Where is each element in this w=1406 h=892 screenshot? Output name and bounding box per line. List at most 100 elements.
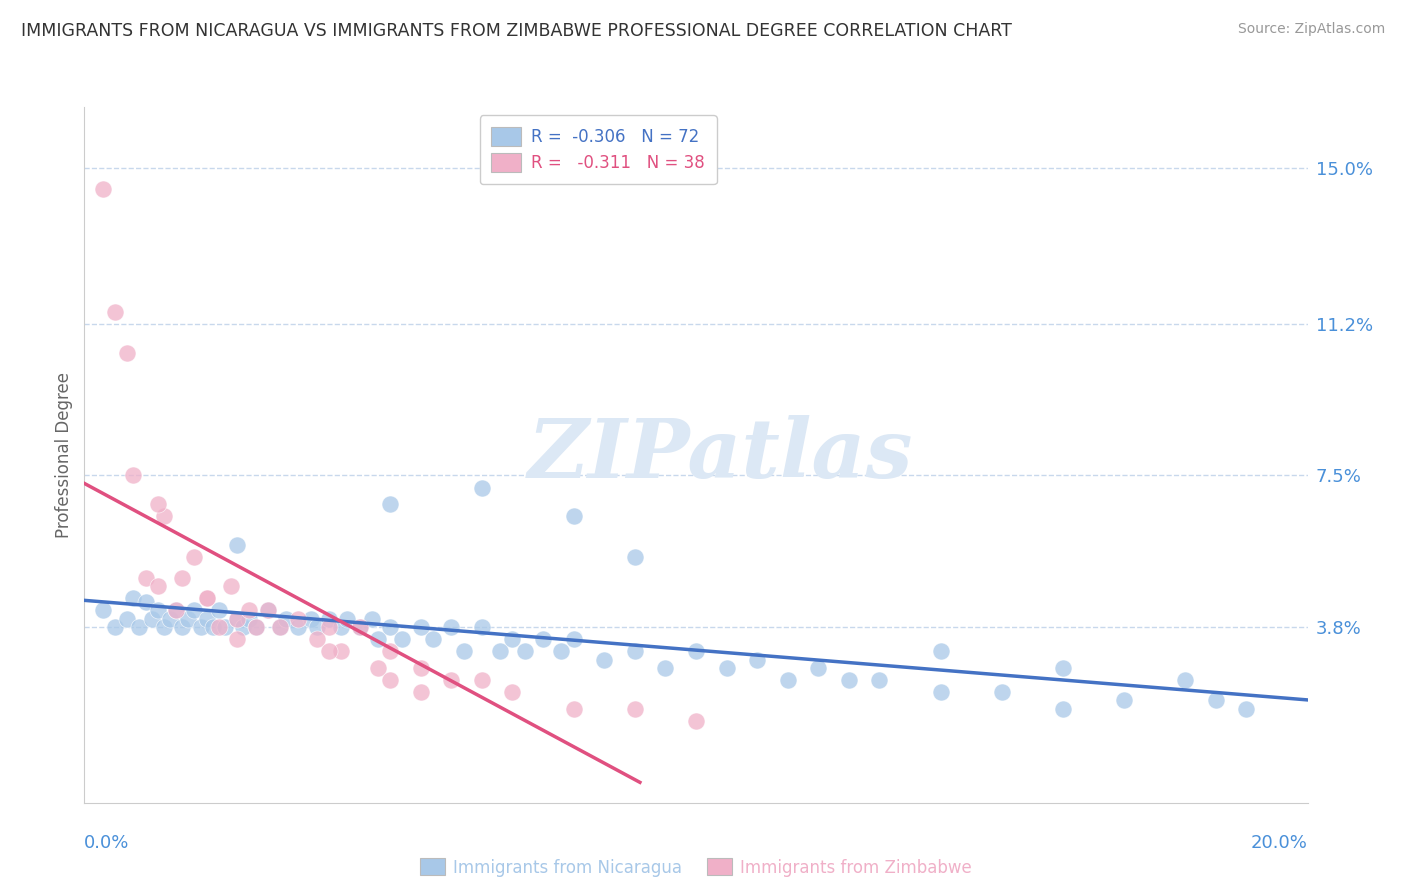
Point: [380, 497, 402, 511]
Point: [471, 673, 494, 687]
Point: [159, 612, 181, 626]
Point: [624, 550, 647, 565]
Point: [201, 620, 224, 634]
Point: [269, 620, 291, 634]
Point: [135, 571, 157, 585]
Point: [1205, 693, 1227, 707]
Point: [380, 644, 402, 658]
Point: [513, 644, 536, 658]
Point: [208, 620, 231, 634]
Point: [172, 620, 194, 634]
Point: [135, 595, 157, 609]
Point: [391, 632, 413, 646]
Point: [122, 468, 145, 483]
Point: [991, 685, 1014, 699]
Point: [716, 661, 738, 675]
Point: [838, 673, 860, 687]
Point: [367, 661, 389, 675]
Point: [562, 509, 585, 524]
Point: [1114, 693, 1136, 707]
Point: [183, 603, 205, 617]
Point: [219, 579, 242, 593]
Text: 0.0%: 0.0%: [84, 834, 129, 852]
Point: [550, 644, 572, 658]
Point: [929, 644, 952, 658]
Point: [531, 632, 554, 646]
Point: [318, 620, 340, 634]
Point: [305, 620, 328, 634]
Point: [440, 620, 463, 634]
Point: [654, 661, 676, 675]
Point: [153, 509, 176, 524]
Point: [226, 612, 249, 626]
Point: [776, 673, 799, 687]
Point: [269, 620, 291, 634]
Point: [422, 632, 444, 646]
Point: [232, 620, 254, 634]
Point: [195, 591, 218, 606]
Point: [409, 620, 432, 634]
Point: [1052, 701, 1074, 715]
Point: [257, 603, 280, 617]
Point: [593, 652, 616, 666]
Point: [245, 620, 267, 634]
Point: [747, 652, 769, 666]
Point: [183, 550, 205, 565]
Point: [929, 685, 952, 699]
Point: [409, 661, 432, 675]
Point: [115, 612, 138, 626]
Point: [471, 620, 494, 634]
Point: [208, 603, 231, 617]
Point: [807, 661, 830, 675]
Point: [318, 644, 340, 658]
Point: [115, 345, 138, 359]
Text: Source: ZipAtlas.com: Source: ZipAtlas.com: [1237, 22, 1385, 37]
Point: [562, 632, 585, 646]
Point: [453, 644, 475, 658]
Point: [153, 620, 176, 634]
Point: [318, 612, 340, 626]
Point: [330, 644, 353, 658]
Point: [276, 612, 298, 626]
Y-axis label: Professional Degree: Professional Degree: [55, 372, 73, 538]
Point: [104, 304, 127, 318]
Point: [409, 685, 432, 699]
Legend: Immigrants from Nicaragua, Immigrants from Zimbabwe: Immigrants from Nicaragua, Immigrants fr…: [412, 850, 980, 885]
Point: [226, 612, 249, 626]
Point: [380, 673, 402, 687]
Point: [685, 644, 707, 658]
Point: [146, 579, 169, 593]
Point: [1236, 701, 1258, 715]
Point: [440, 673, 463, 687]
Point: [165, 603, 187, 617]
Text: 20.0%: 20.0%: [1251, 834, 1308, 852]
Point: [367, 632, 389, 646]
Point: [360, 612, 382, 626]
Point: [245, 620, 267, 634]
Point: [190, 620, 212, 634]
Point: [238, 612, 260, 626]
Text: ZIPatlas: ZIPatlas: [527, 415, 912, 495]
Point: [146, 603, 169, 617]
Point: [141, 612, 163, 626]
Point: [336, 612, 359, 626]
Point: [1174, 673, 1197, 687]
Point: [471, 481, 494, 495]
Point: [287, 612, 309, 626]
Point: [624, 644, 647, 658]
Point: [380, 620, 402, 634]
Point: [104, 620, 127, 634]
Point: [562, 701, 585, 715]
Point: [214, 620, 236, 634]
Point: [226, 632, 249, 646]
Point: [869, 673, 891, 687]
Point: [624, 701, 647, 715]
Text: IMMIGRANTS FROM NICARAGUA VS IMMIGRANTS FROM ZIMBABWE PROFESSIONAL DEGREE CORREL: IMMIGRANTS FROM NICARAGUA VS IMMIGRANTS …: [21, 22, 1012, 40]
Point: [1052, 661, 1074, 675]
Point: [685, 714, 707, 728]
Point: [122, 591, 145, 606]
Point: [299, 612, 322, 626]
Point: [91, 603, 114, 617]
Point: [502, 632, 524, 646]
Point: [349, 620, 371, 634]
